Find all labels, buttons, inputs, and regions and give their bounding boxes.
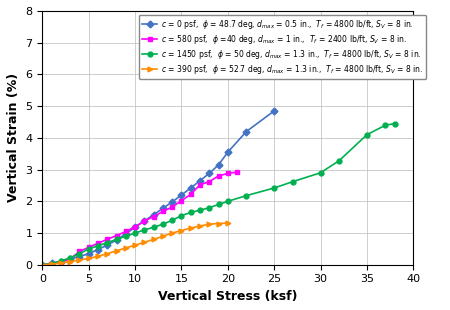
X-axis label: Vertical Stress (ksf): Vertical Stress (ksf) <box>158 290 297 303</box>
Y-axis label: Vertical Strain (%): Vertical Strain (%) <box>7 73 20 202</box>
Legend: $c$ = 0 psf,  $\phi$ = 48.7 deg, $d_{max}$ = 0.5 in.,  $T_f$ = 4800 lb/ft, $S_V$: $c$ = 0 psf, $\phi$ = 48.7 deg, $d_{max}… <box>139 15 427 79</box>
